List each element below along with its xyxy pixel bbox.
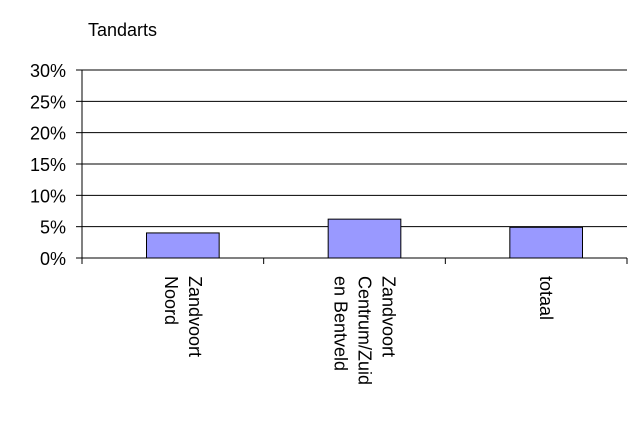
x-tick-label: totaal [536, 276, 556, 320]
y-tick-label: 5% [40, 218, 66, 238]
y-tick-label: 15% [30, 155, 66, 175]
y-tick-label: 0% [40, 249, 66, 269]
x-tick-label: Zandvoort Noord [161, 276, 205, 362]
y-tick-label: 20% [30, 124, 66, 144]
y-tick-label: 10% [30, 186, 66, 206]
x-tick-label: Zandvoort Centrum/Zuid en Bentveld [331, 276, 399, 390]
bar [327, 218, 402, 259]
y-tick-label: 25% [30, 92, 66, 112]
bar [509, 226, 584, 259]
bar [146, 232, 220, 259]
y-tick-label: 30% [30, 61, 66, 81]
chart-title: Tandarts [88, 20, 157, 40]
